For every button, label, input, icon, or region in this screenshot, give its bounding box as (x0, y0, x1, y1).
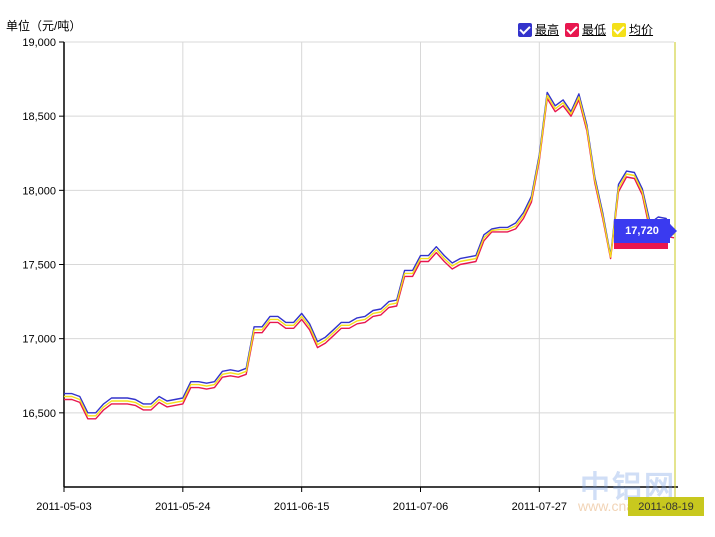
legend-item-high[interactable]: 最高 (518, 21, 559, 38)
legend-label-avg[interactable]: 均价 (629, 23, 654, 37)
unit-label: 单位（元/吨） (6, 19, 82, 33)
y-tick-label: 16,500 (22, 408, 56, 420)
y-tick-label: 19,000 (22, 37, 56, 49)
x-tick-label: 2011-05-03 (36, 501, 91, 513)
tooltip-low-marker (614, 242, 668, 249)
grid-lines (63, 41, 674, 487)
x-axis-ticks: 2011-05-03 2011-05-24 2011-06-15 2011-07-06… (36, 487, 567, 513)
legend-label-high[interactable]: 最高 (535, 23, 560, 37)
checkbox-icon[interactable] (612, 22, 627, 37)
y-tick-label: 17,500 (22, 260, 56, 272)
date-flag: 2011-08-19 (628, 497, 704, 516)
series-line-2 (64, 94, 675, 417)
y-tick-label: 18,500 (22, 111, 56, 123)
checkbox-icon[interactable] (565, 22, 580, 37)
watermark-url: www.cnal (578, 498, 638, 514)
x-tick-label: 2011-06-15 (274, 501, 329, 513)
series-line-1 (64, 97, 675, 420)
legend: 最高 最低 均价 (518, 21, 653, 38)
x-tick-label: 2011-07-27 (512, 501, 567, 513)
x-tick-label: 2011-07-06 (393, 501, 448, 513)
series-lines (64, 91, 675, 420)
y-axis-ticks: 16,500 17,000 17,500 18,000 18,500 19,000 (22, 37, 64, 420)
value-tooltip: 17,720 (614, 219, 677, 243)
x-tick-label: 2011-05-24 (155, 501, 210, 513)
y-tick-label: 18,000 (22, 185, 56, 197)
legend-label-low[interactable]: 最低 (582, 23, 607, 37)
legend-item-low[interactable]: 最低 (565, 21, 606, 38)
checkbox-icon[interactable] (518, 22, 532, 37)
legend-item-avg[interactable]: 均价 (612, 21, 653, 38)
y-tick-label: 17,000 (22, 334, 56, 346)
series-line-0 (64, 91, 675, 414)
